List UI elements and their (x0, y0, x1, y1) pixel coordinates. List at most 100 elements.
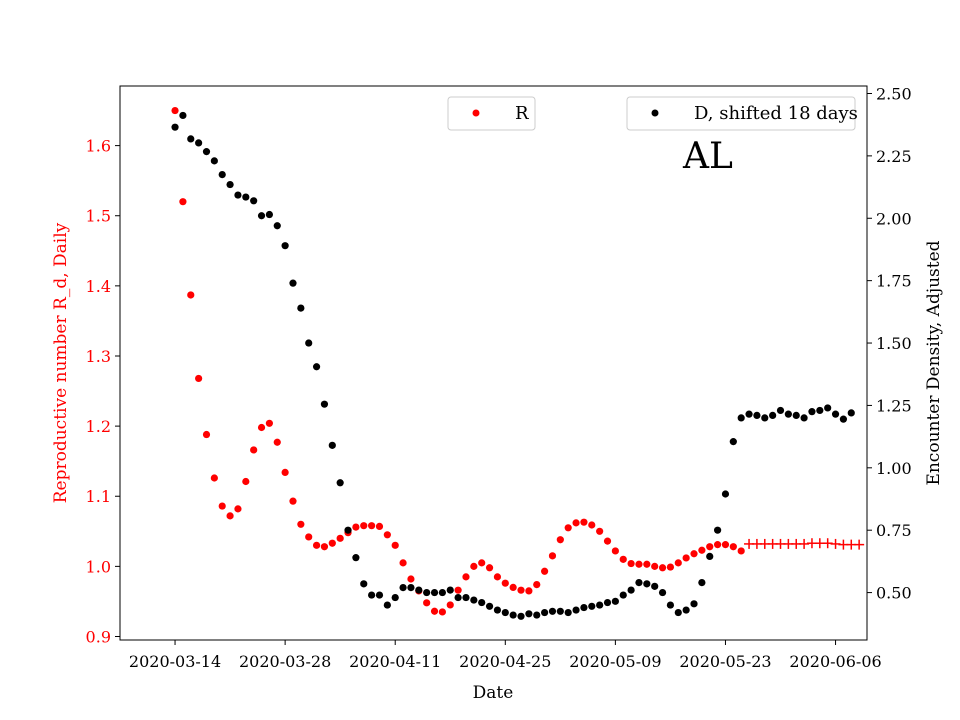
series-r-point (399, 559, 407, 567)
series-r-point (320, 543, 329, 551)
series-r-point (635, 560, 643, 568)
series-d-point (635, 579, 643, 587)
legend-left-label: R (515, 103, 529, 124)
series-d-point (658, 588, 667, 597)
series-r-point (218, 502, 226, 510)
legend-right: D, shifted 18 days (626, 96, 858, 131)
series-r-point (682, 554, 690, 562)
y-left-tick-label: 1.5 (86, 207, 111, 226)
series-r-point (187, 291, 195, 299)
series-d-point (501, 608, 509, 617)
series-d-point (564, 608, 572, 617)
series-r-point (328, 539, 336, 547)
series-d-point (533, 611, 541, 619)
legend-right-marker (651, 109, 659, 117)
series-d-point (674, 608, 682, 617)
series-d-point (753, 411, 761, 420)
series-d-point (800, 414, 808, 422)
series-d-point (462, 593, 470, 602)
x-tick-label: 2020-05-23 (679, 652, 771, 671)
series-d-point (470, 596, 478, 604)
series-d-point (643, 580, 651, 588)
y-left-tick-label: 1.3 (86, 347, 111, 366)
series-d-point (336, 479, 344, 487)
series-r-point (658, 564, 667, 572)
series-r-point (525, 587, 533, 595)
series-d-point (698, 579, 706, 587)
series-r-point (714, 541, 722, 549)
x-tick-label: 2020-03-28 (239, 652, 331, 671)
series-d-point (682, 606, 690, 614)
legend-left-box (447, 96, 536, 131)
series-d-point (737, 414, 745, 422)
series-r-point (250, 446, 258, 454)
series-r-point (383, 531, 391, 539)
y-right-tick-label: 1.25 (876, 396, 912, 415)
series-r-point (297, 520, 305, 528)
series-d-point (761, 414, 769, 422)
series-r-point (729, 543, 737, 551)
series-r-point (580, 518, 588, 526)
series-d-point (690, 600, 698, 608)
series-d-point (242, 193, 250, 201)
y-right-tick-label: 2.25 (876, 147, 912, 166)
data-marks (171, 106, 865, 620)
y-right-tick-label: 1.50 (876, 334, 912, 353)
x-tick-label: 2020-04-25 (459, 652, 551, 671)
series-d-point (383, 601, 391, 609)
series-r-point (368, 522, 376, 530)
series-r-point (627, 559, 635, 568)
right-axis-ticks: 0.50 0.75 1.00 1.25 1.50 1.75 2.00 2.25 2.50 (867, 84, 912, 603)
series-d-point (438, 588, 446, 597)
plot-frame (119, 85, 868, 641)
series-d-point (525, 610, 533, 618)
y-right-tick-label: 0.50 (876, 584, 912, 603)
series-r-point (407, 575, 415, 583)
series-r-point (312, 541, 321, 549)
series-d-point (769, 411, 777, 420)
series-d-point (816, 406, 824, 415)
y-left-tick-label: 1.6 (86, 137, 111, 156)
series-r-point (690, 550, 698, 558)
series-r-point (698, 546, 706, 554)
series-r-point (265, 419, 273, 427)
series-r-point (603, 537, 612, 545)
series-r-point (470, 562, 478, 570)
x-axis-label: Date (473, 683, 514, 703)
series-r-point (611, 547, 619, 555)
series-d-point (320, 400, 329, 408)
series-d-point (831, 410, 840, 418)
series-d-point (556, 607, 564, 615)
series-r-point (548, 552, 557, 560)
series-r-point (352, 523, 360, 531)
series-d-point (281, 242, 289, 250)
y-axis-right-label: Encounter Density, Adjusted (924, 240, 944, 485)
series-d-point (541, 608, 549, 617)
y-right-tick-label: 1.00 (876, 459, 912, 478)
series-r-plus-point (854, 539, 865, 550)
series-r-point (674, 559, 682, 567)
series-d-point (847, 409, 855, 417)
series-r-point (462, 573, 470, 581)
series-d-point (548, 607, 557, 615)
series-d-point (619, 591, 627, 599)
series-d-point (407, 583, 415, 592)
y-right-tick-label: 1.75 (876, 272, 912, 291)
series-d-point (745, 410, 753, 418)
series-r-point (706, 543, 714, 551)
series-d-point (824, 404, 832, 412)
series-d-point (352, 554, 360, 562)
series-d-point (187, 135, 195, 143)
series-d-point (588, 602, 596, 610)
y-right-tick-label: 2.00 (876, 209, 912, 228)
series-d-point (611, 597, 619, 605)
series-d-point (580, 603, 588, 612)
series-d-point (265, 210, 273, 219)
series-r-point (391, 541, 399, 549)
series-r-point (289, 497, 297, 505)
series-d-point (305, 339, 313, 347)
series-d-point (454, 593, 462, 602)
y-right-tick-label: 2.50 (876, 84, 912, 103)
series-d-point (430, 588, 439, 597)
